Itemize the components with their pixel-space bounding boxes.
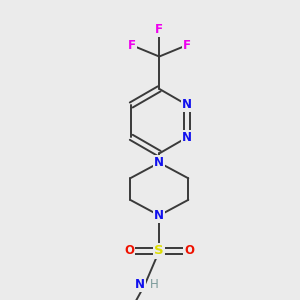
Text: H: H xyxy=(149,278,158,291)
Text: F: F xyxy=(128,39,136,52)
Text: N: N xyxy=(182,98,192,112)
Text: N: N xyxy=(154,209,164,222)
Text: N: N xyxy=(154,156,164,169)
Text: F: F xyxy=(155,22,163,36)
Text: S: S xyxy=(154,244,164,257)
Text: N: N xyxy=(135,278,145,291)
Text: F: F xyxy=(183,39,191,52)
Text: O: O xyxy=(184,244,194,257)
Text: N: N xyxy=(182,131,192,144)
Text: O: O xyxy=(124,244,134,257)
